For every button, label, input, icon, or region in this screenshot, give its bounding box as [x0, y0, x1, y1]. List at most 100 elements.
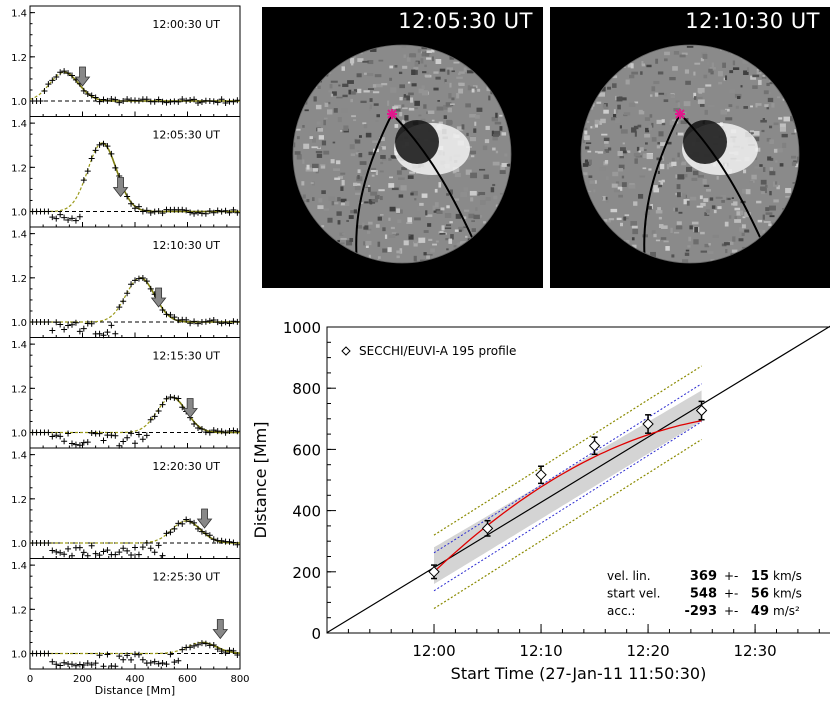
disk-texture: [309, 136, 313, 140]
disk-texture: [313, 248, 320, 251]
profile-point: [155, 96, 162, 103]
profile-point: [108, 96, 115, 103]
y-tick-label: 1.4: [11, 451, 27, 462]
disk-texture: [702, 53, 708, 59]
disk-texture: [417, 48, 421, 53]
disk-texture: [603, 106, 609, 109]
disk-texture: [317, 128, 324, 132]
disk-texture: [431, 47, 435, 53]
disk-texture: [347, 258, 352, 263]
disk-texture: [356, 73, 362, 78]
data-point: [695, 404, 708, 417]
disk-texture: [794, 217, 799, 222]
disk-texture: [450, 234, 454, 240]
profile-point: [191, 210, 198, 217]
disk-texture: [581, 89, 587, 95]
disk-texture: [581, 60, 588, 64]
disk-texture: [449, 221, 453, 224]
data-point: [588, 440, 601, 452]
profile-point: [80, 325, 87, 332]
disk-texture: [791, 155, 797, 159]
disk-texture: [630, 221, 638, 226]
disk-texture: [663, 99, 669, 103]
disk-texture: [738, 238, 744, 242]
disk-texture: [318, 135, 325, 140]
disk-texture: [792, 126, 795, 129]
disk-texture: [295, 128, 301, 131]
disk-texture: [467, 251, 475, 257]
disk-texture: [378, 59, 384, 62]
disk-texture: [765, 207, 770, 212]
disk-texture: [661, 157, 665, 161]
profile-point: [116, 304, 123, 311]
disk-texture: [696, 96, 703, 101]
disk-texture: [390, 155, 398, 159]
disk-texture: [787, 93, 791, 97]
disk-texture: [631, 127, 637, 133]
disk-texture: [612, 262, 620, 263]
disk-texture: [463, 67, 467, 72]
disk-texture: [720, 194, 727, 200]
disk-texture: [633, 152, 641, 157]
disk-texture: [366, 229, 371, 234]
disk-texture: [362, 222, 365, 227]
disk-texture: [426, 255, 430, 259]
profile-point: [84, 552, 91, 559]
disk-texture: [445, 102, 452, 107]
disk-texture: [594, 150, 598, 153]
disk-texture: [731, 203, 735, 206]
profile-point: [135, 203, 142, 210]
profile-point: [167, 311, 174, 318]
profile-point: [159, 552, 166, 559]
gaussian-fit: [30, 520, 240, 544]
disk-texture: [408, 234, 411, 237]
disk-texture: [678, 211, 683, 214]
disk-texture: [628, 184, 636, 189]
profile-point: [80, 662, 87, 669]
disk-texture: [353, 119, 357, 122]
disk-texture: [381, 83, 388, 86]
profile-point: [128, 430, 135, 437]
profile-point: [45, 319, 52, 326]
panel-time-label: 12:00:30 UT: [152, 18, 220, 31]
disk-texture: [475, 207, 478, 212]
disk-texture: [302, 194, 306, 199]
disk-texture: [601, 133, 608, 136]
legend-text: SECCHI/EUVI-A 195 profile: [359, 344, 516, 358]
profile-point: [135, 431, 142, 438]
disk-texture: [465, 103, 471, 108]
disk-texture: [686, 200, 690, 206]
disk-texture: [339, 232, 344, 236]
disk-texture: [694, 226, 699, 233]
disk-texture: [443, 115, 447, 119]
disk-texture: [738, 259, 741, 263]
x-tick-label: 600: [178, 674, 197, 685]
disk-texture: [589, 97, 593, 103]
profile-point: [104, 547, 111, 554]
x-tick-label: 400: [125, 674, 144, 685]
disk-texture: [765, 242, 768, 246]
disk-texture: [447, 107, 452, 113]
disk-texture: [612, 171, 619, 177]
disk-texture: [403, 54, 406, 58]
disk-texture: [690, 196, 697, 201]
disk-texture: [358, 152, 363, 158]
profile-point: [179, 520, 186, 527]
profile-point: [96, 330, 103, 337]
disk-texture: [382, 157, 387, 161]
disk-texture: [762, 214, 765, 220]
disk-texture: [755, 103, 758, 108]
disk-texture: [377, 241, 381, 247]
disk-texture: [362, 122, 367, 125]
disk-texture: [458, 226, 464, 232]
profile-point: [84, 91, 91, 98]
disk-texture: [510, 74, 511, 80]
profile-point: [92, 94, 99, 101]
disk-texture: [461, 56, 465, 61]
disk-texture: [387, 100, 390, 106]
disk-texture: [485, 196, 491, 201]
disk-texture: [401, 119, 405, 125]
disk-texture: [391, 232, 397, 234]
profile-point: [57, 321, 64, 328]
disk-texture: [713, 209, 717, 214]
